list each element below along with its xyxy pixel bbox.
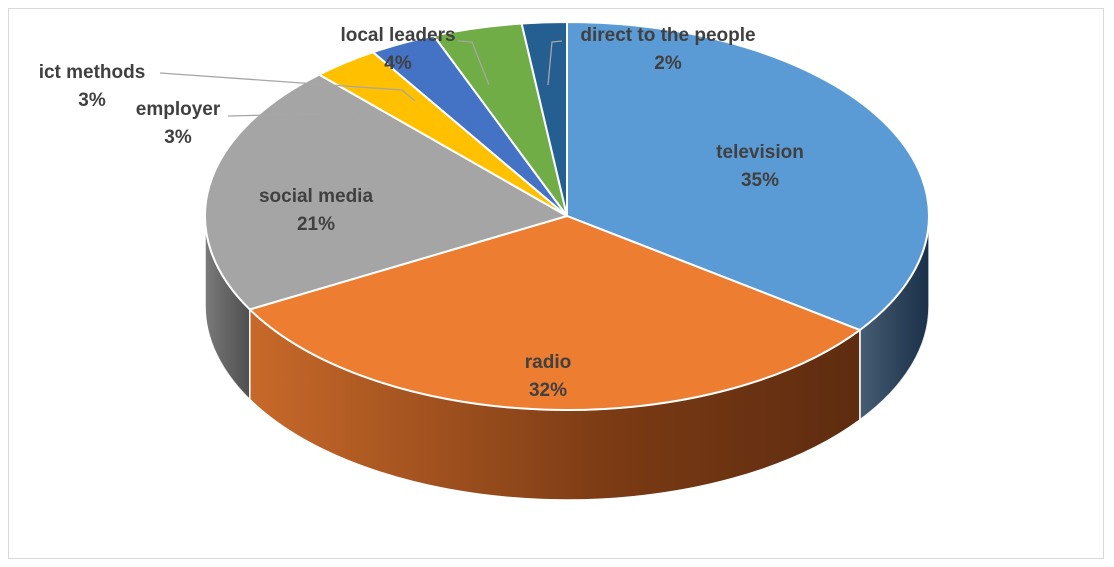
data-label-value-local-leaders: 4% (384, 53, 412, 74)
leader-line-local-leaders (457, 40, 490, 86)
pie-slice-television (566, 21, 930, 332)
data-label-name-television: television (716, 142, 804, 163)
pie-tops (204, 21, 930, 411)
data-label-name-ict-methods: ict methods (39, 62, 146, 83)
pie-slice-direct-to-the-people (520, 21, 568, 217)
data-label-value-ict-methods: 3% (78, 90, 106, 111)
pie-side-shade-social-media (205, 216, 250, 400)
pie-side-shade-television (859, 216, 930, 421)
pie-slice-social-media (204, 73, 568, 311)
leader-line-employer (227, 112, 357, 117)
data-label-name-employer: employer (136, 99, 221, 120)
data-labels: television 35% radio 32% social media 21% empl… (39, 25, 804, 401)
pie-sides (204, 215, 930, 501)
data-label-value-employer: 3% (164, 127, 192, 148)
data-label-name-social-media: social media (259, 186, 373, 207)
pie-slice-radio (248, 215, 861, 411)
leader-lines (159, 40, 563, 117)
data-label-name-local-leaders: local leaders (340, 25, 455, 46)
data-label-value-social-media: 21% (297, 214, 335, 235)
data-label-name-direct-to-the-people: direct to the people (580, 25, 755, 46)
data-label-name-radio: radio (525, 352, 571, 373)
leader-line-ict-methods (159, 72, 416, 102)
data-label-value-radio: 32% (529, 380, 567, 401)
leader-line-direct-to-the-people (547, 40, 563, 86)
data-label-value-direct-to-the-people: 2% (654, 53, 682, 74)
data-label-value-television: 35% (741, 170, 779, 191)
